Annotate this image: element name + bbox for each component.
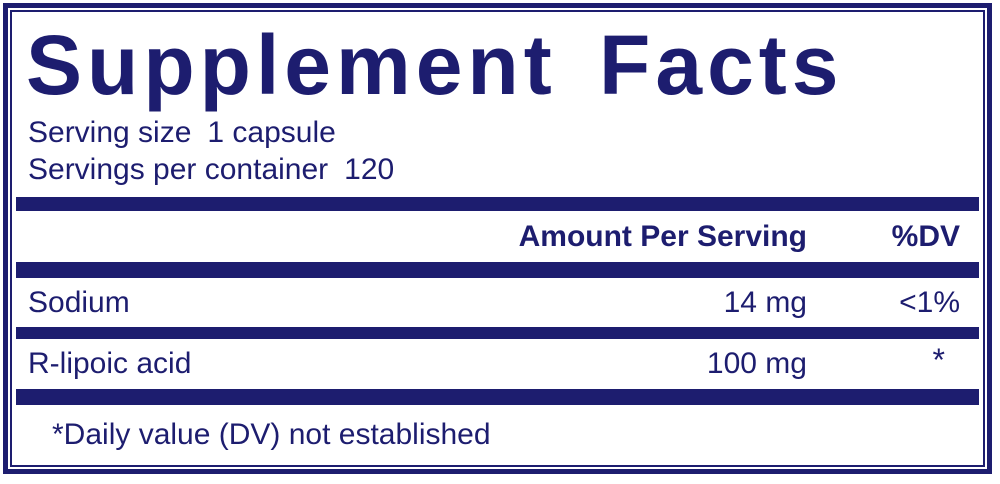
table-row-r-lipoic-acid: R-lipoic acid 100 mg * (12, 339, 983, 389)
divider-bar-row2 (16, 389, 979, 405)
divider-bar-header (16, 262, 979, 278)
serving-size-value: 1 capsule (207, 116, 336, 149)
ingredient-amount: 100 mg (706, 347, 807, 380)
ingredient-dv-asterisk: * (932, 342, 945, 378)
panel-border-gap: Supplement Facts Serving size 1 capsule S… (8, 8, 987, 469)
ingredient-name: Sodium (28, 285, 130, 319)
servings-per-container-value: 120 (344, 153, 395, 186)
table-row-sodium: Sodium 14 mg <1% (12, 278, 983, 327)
ingredient-dv: <1% (899, 285, 960, 319)
servings-per-container-label: Servings per container (28, 153, 329, 186)
header-percent-dv: %DV (891, 219, 960, 253)
panel-inner-border: Supplement Facts Serving size 1 capsule S… (10, 10, 985, 467)
header-amount-per-serving: Amount Per Serving (518, 219, 807, 253)
supplement-facts-title: Supplement Facts (26, 18, 844, 112)
ingredient-amount: 14 mg (723, 285, 807, 319)
footnote-row: *Daily value (DV) not established (12, 405, 983, 460)
dv-footnote-text: *Daily value (DV) not established (52, 417, 491, 451)
table-header-row: Amount Per Serving %DV (12, 211, 983, 262)
supplement-facts-panel: Supplement Facts Serving size 1 capsule S… (3, 3, 992, 474)
serving-info-block: Serving size 1 capsule Servings per conta… (12, 114, 983, 188)
serving-size-line: Serving size 1 capsule (28, 114, 983, 151)
ingredient-name: R-lipoic acid (28, 347, 192, 380)
serving-size-label: Serving size (28, 116, 192, 149)
servings-per-container-line: Servings per container 120 (28, 151, 983, 188)
divider-bar-row1 (16, 327, 979, 339)
divider-bar-top (16, 197, 979, 211)
